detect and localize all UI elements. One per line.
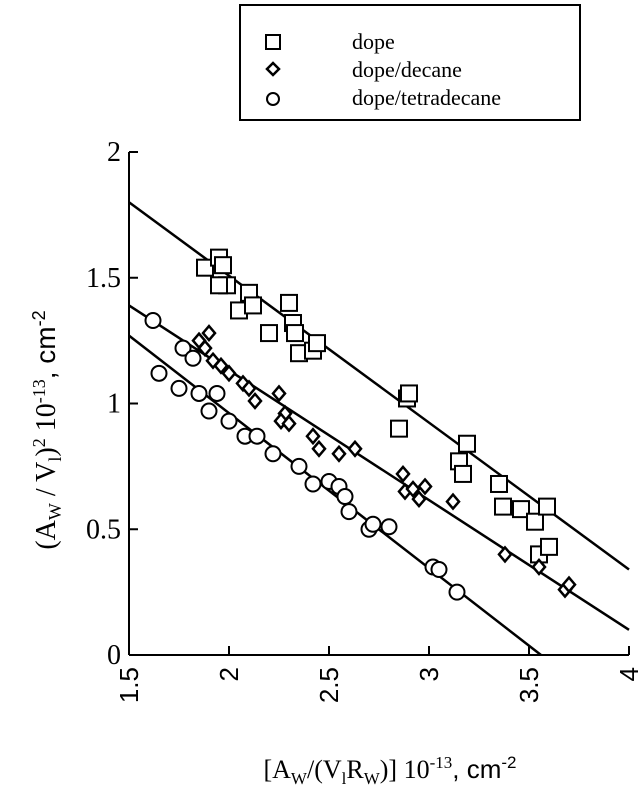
point-dope bbox=[260, 324, 278, 343]
point-dope-decane bbox=[221, 364, 237, 383]
point-dope-tetradecane bbox=[290, 457, 308, 475]
legend: dope dope/decane dope/tetradecane bbox=[239, 4, 581, 121]
point-dope-decane bbox=[331, 444, 347, 463]
point-dope bbox=[210, 276, 228, 295]
point-dope bbox=[196, 258, 214, 277]
point-dope-decane bbox=[531, 558, 547, 576]
y-tick-label: 1 bbox=[107, 389, 121, 420]
x-tick-label: 2 bbox=[214, 667, 244, 681]
point-dope bbox=[494, 497, 512, 516]
point-dope-decane bbox=[271, 384, 287, 403]
point-dope bbox=[454, 464, 472, 483]
point-dope-decane bbox=[497, 545, 513, 564]
x-ticks: 1.5 2 2.5 3 3.5 4 bbox=[114, 646, 642, 703]
point-dope-tetradecane bbox=[380, 518, 398, 536]
y-axis-label: (AW / Vl)2 10-13, cm-2 bbox=[29, 310, 65, 549]
legend-label-dope-decane: dope/decane bbox=[352, 57, 462, 82]
legend-marker-dope bbox=[265, 34, 281, 50]
y-ticks: 0 0.5 1 1.5 2 bbox=[86, 137, 138, 671]
point-dope-decane bbox=[241, 379, 257, 398]
x-tick-label: 3.5 bbox=[514, 667, 544, 703]
y-tick-label: 1.5 bbox=[86, 263, 121, 294]
point-dope-tetradecane bbox=[184, 349, 202, 367]
point-dope bbox=[244, 296, 262, 315]
point-dope-decane bbox=[395, 464, 411, 483]
y-tick-label: 0.5 bbox=[86, 514, 121, 545]
legend-frame bbox=[239, 4, 581, 121]
legend-marker-dope-tetradecane bbox=[266, 92, 280, 106]
point-dope-decane bbox=[247, 392, 263, 410]
point-dope-tetradecane bbox=[220, 412, 238, 430]
point-dope-tetradecane bbox=[174, 339, 192, 357]
point-dope-decane bbox=[305, 427, 321, 446]
point-dope bbox=[512, 500, 530, 519]
point-dope-tetradecane bbox=[304, 475, 322, 493]
point-dope bbox=[458, 434, 476, 453]
axes bbox=[128, 152, 629, 656]
point-dope-decane bbox=[445, 492, 461, 511]
x-tick-label: 3 bbox=[414, 667, 444, 681]
point-dope-decane bbox=[347, 439, 363, 458]
y-tick-label: 0 bbox=[107, 640, 121, 671]
point-dope-tetradecane bbox=[364, 515, 382, 533]
point-dope-tetradecane bbox=[448, 583, 466, 601]
point-dope bbox=[538, 497, 556, 516]
point-dope-tetradecane bbox=[200, 402, 218, 420]
point-dope bbox=[280, 293, 298, 312]
point-dope bbox=[526, 512, 544, 531]
x-tick-label: 1.5 bbox=[114, 667, 144, 703]
point-dope-tetradecane bbox=[430, 560, 448, 578]
x-tick-label: 4 bbox=[614, 667, 642, 681]
point-dope-tetradecane bbox=[264, 445, 282, 463]
x-tick-label: 2.5 bbox=[314, 667, 344, 703]
point-dope-tetradecane bbox=[190, 384, 208, 402]
fit-line-dope-tetradecane bbox=[128, 334, 542, 656]
legend-marker-dope-decane bbox=[265, 61, 281, 77]
point-dope bbox=[308, 334, 326, 353]
legend-label-dope: dope bbox=[352, 29, 395, 54]
point-dope-tetradecane bbox=[248, 427, 266, 445]
point-dope bbox=[490, 474, 508, 493]
point-dope bbox=[390, 419, 408, 438]
point-dope bbox=[540, 537, 558, 556]
point-dope-decane bbox=[417, 477, 433, 496]
point-dope-decane bbox=[201, 324, 217, 343]
point-dope-decane bbox=[405, 480, 421, 498]
x-axis-label: [AW/(VlRW)] 10-13, cm-2 bbox=[263, 753, 516, 788]
point-dope-tetradecane bbox=[150, 364, 168, 382]
point-dope-decane bbox=[311, 439, 327, 458]
point-dope-decane bbox=[561, 575, 577, 594]
point-dope bbox=[286, 324, 304, 343]
y-tick-label: 2 bbox=[107, 137, 121, 168]
point-dope-decane bbox=[411, 490, 427, 508]
point-dope-tetradecane bbox=[336, 488, 354, 506]
data-markers bbox=[144, 248, 577, 601]
point-dope-tetradecane bbox=[340, 503, 358, 521]
point-dope-decane bbox=[197, 339, 213, 358]
point-dope bbox=[214, 256, 232, 275]
point-dope-tetradecane bbox=[208, 384, 226, 402]
point-dope-decane bbox=[213, 356, 229, 375]
point-dope-tetradecane bbox=[170, 379, 188, 397]
point-dope-decane bbox=[281, 414, 297, 433]
point-dope bbox=[400, 384, 418, 403]
point-dope-tetradecane bbox=[144, 312, 162, 330]
legend-label-dope-tetradecane: dope/tetradecane bbox=[352, 85, 501, 110]
